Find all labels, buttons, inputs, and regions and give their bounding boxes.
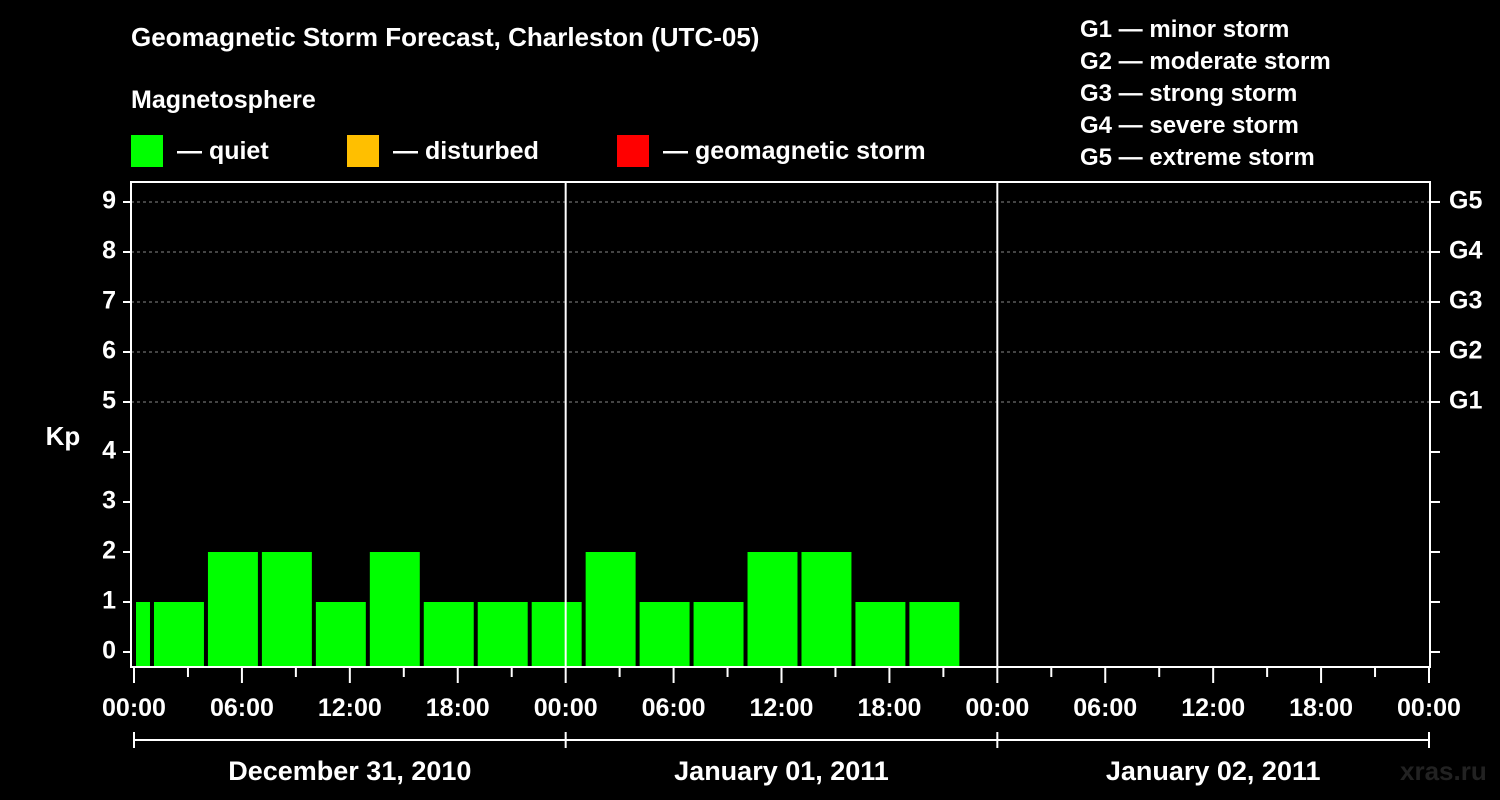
legend-swatch-quiet: [131, 135, 163, 167]
y-tick-label-6: 6: [102, 337, 116, 365]
x-tick-label-8: 00:00: [965, 694, 1029, 722]
kp-bar-5: [369, 552, 420, 667]
kp-bar-4: [315, 602, 366, 667]
legend-swatch-storm: [617, 135, 649, 167]
storm-scale-list: G1 — minor storm G2 — moderate storm G3 …: [1080, 14, 1331, 174]
storm-scale-g5: G5 — extreme storm: [1080, 144, 1315, 171]
kp-bar-3: [261, 552, 312, 667]
y-tick-label-5: 5: [102, 387, 116, 415]
x-tick-label-0: 00:00: [102, 694, 166, 722]
legend-item-quiet: — quiet: [131, 134, 269, 168]
day-label-1: January 01, 2011: [674, 756, 889, 786]
storm-scale-g2: G2 — moderate storm: [1080, 48, 1331, 75]
kp-bar-0: [136, 602, 150, 667]
legend-label-disturbed: — disturbed: [393, 136, 539, 165]
x-tick-label-9: 06:00: [1073, 694, 1137, 722]
y-tick-label-4: 4: [102, 437, 116, 465]
x-tick-label-1: 06:00: [210, 694, 274, 722]
x-tick-label-11: 18:00: [1289, 694, 1353, 722]
kp-bar-14: [855, 602, 906, 667]
y-tick-label-9: 9: [102, 187, 116, 215]
legend-label-quiet: — quiet: [177, 136, 269, 165]
legend-heading: Magnetosphere: [131, 86, 316, 114]
x-tick-label-5: 06:00: [642, 694, 706, 722]
kp-bar-2: [207, 552, 258, 667]
kp-bar-15: [909, 602, 960, 667]
y-axis-label: Kp: [46, 421, 81, 451]
y-tick-label-8: 8: [102, 237, 116, 265]
legend-item-disturbed: — disturbed: [347, 134, 539, 168]
legend-label-storm: — geomagnetic storm: [663, 136, 926, 165]
kp-bar-8: [531, 602, 582, 667]
x-tick-label-10: 12:00: [1181, 694, 1245, 722]
storm-scale-g1: G1 — minor storm: [1080, 16, 1290, 43]
y-tick-label-7: 7: [102, 287, 116, 315]
storm-level-label-g5: G5: [1449, 187, 1482, 215]
chart-title: Geomagnetic Storm Forecast, Charleston (…: [131, 22, 760, 52]
axes-layer: 0 1 2 3 4 5 6 7 8 9 G1 G2 G3 G4 G5 00:00 06:00 12:00 18:00…: [102, 181, 1482, 786]
y-tick-label-0: 0: [102, 637, 116, 665]
storm-scale-g3: G3 — strong storm: [1080, 80, 1298, 107]
kp-bar-7: [477, 602, 528, 667]
watermark: xras.ru: [1400, 756, 1487, 786]
kp-bar-13: [801, 552, 852, 667]
grid-layer: [131, 201, 1430, 403]
day-label-2: January 02, 2011: [1106, 756, 1321, 786]
storm-level-label-g4: G4: [1449, 237, 1482, 265]
kp-bar-6: [423, 602, 474, 667]
x-tick-label-7: 18:00: [857, 694, 921, 722]
kp-bar-1: [153, 602, 204, 667]
day-label-0: December 31, 2010: [228, 756, 471, 786]
storm-scale-g4: G4 — severe storm: [1080, 112, 1299, 139]
y-tick-label-2: 2: [102, 537, 116, 565]
x-tick-label-6: 12:00: [750, 694, 814, 722]
x-tick-label-4: 00:00: [534, 694, 598, 722]
kp-bar-12: [747, 552, 798, 667]
legend-item-storm: — geomagnetic storm: [617, 134, 926, 168]
storm-level-label-g2: G2: [1449, 337, 1482, 365]
legend-swatch-disturbed: [347, 135, 379, 167]
y-tick-label-3: 3: [102, 487, 116, 515]
y-tick-label-1: 1: [102, 587, 116, 615]
x-tick-label-3: 18:00: [426, 694, 490, 722]
storm-level-label-g3: G3: [1449, 287, 1482, 315]
x-tick-label-12: 00:00: [1397, 694, 1461, 722]
x-tick-label-2: 12:00: [318, 694, 382, 722]
storm-level-label-g1: G1: [1449, 387, 1482, 415]
kp-bar-11: [693, 602, 744, 667]
kp-bar-9: [585, 552, 636, 667]
bars-layer: [136, 552, 960, 667]
kp-bar-10: [639, 602, 690, 667]
